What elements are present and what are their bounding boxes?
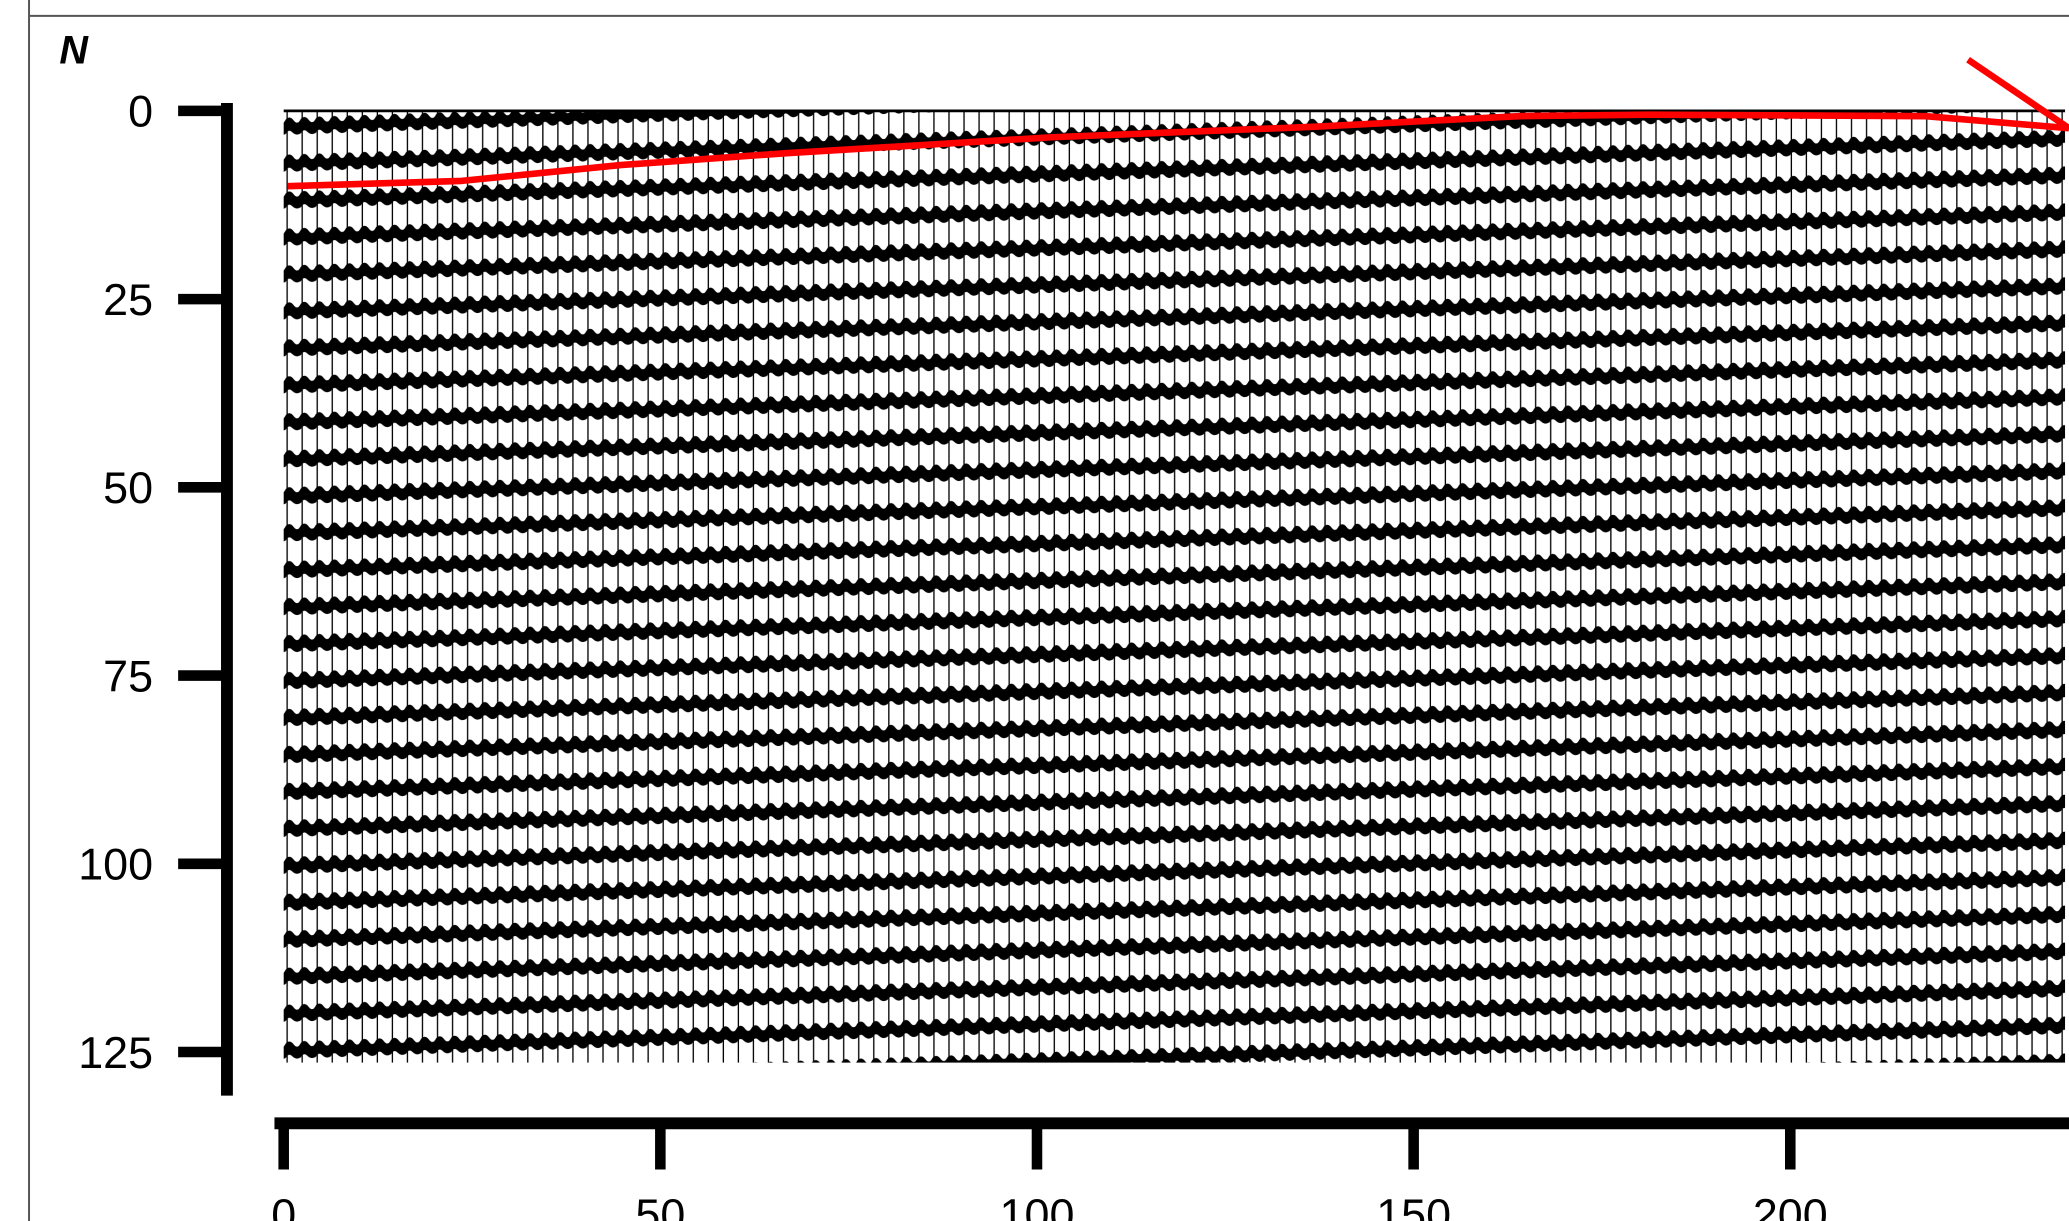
x-tick-label: 50 [635,1189,685,1221]
y-tick-label: 100 [78,839,153,890]
y-tick-label: 0 [128,86,153,137]
y-tick-label: 125 [78,1027,153,1078]
y-tick-label: 50 [103,462,153,513]
x-tick-label: 0 [271,1189,296,1221]
y-tick-label: 25 [103,274,153,325]
x-tick-label: 100 [1000,1189,1075,1221]
x-tick-label: 150 [1376,1189,1451,1221]
x-tick-label: 200 [1753,1189,1828,1221]
y-tick-label: 75 [103,650,153,701]
seismic-traces [283,110,2066,1063]
y-axis-label: N [59,28,89,72]
first-break-line [287,111,2069,190]
first-break-line [1966,56,2069,131]
